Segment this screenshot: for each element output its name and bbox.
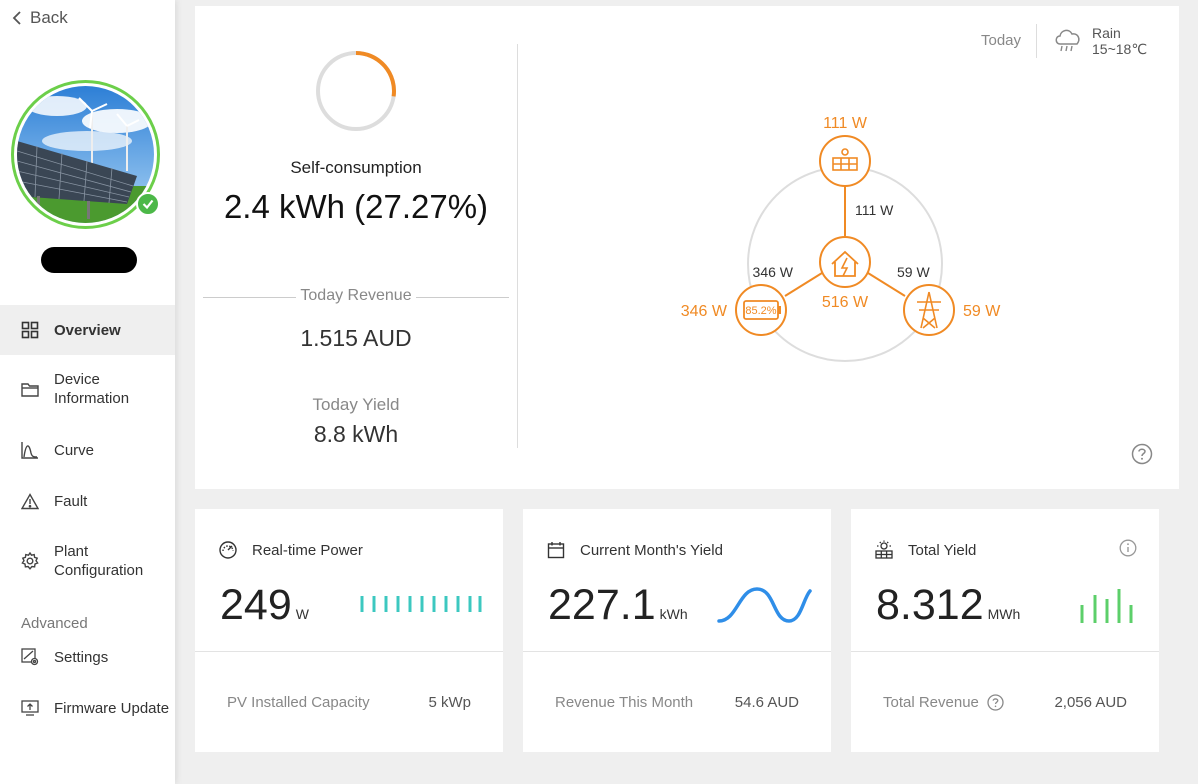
total-revenue-value: 2,056 AUD [1054,694,1127,711]
weather-info: Rain 15~18℃ [1092,25,1147,57]
gear-icon [20,551,40,571]
advanced-section-label: Advanced [21,615,88,632]
total-yield-sparkline [1080,589,1133,623]
month-revenue-label: Revenue This Month [555,694,694,711]
info-icon[interactable] [1119,539,1137,557]
realtime-power-title: Real-time Power [252,541,363,559]
today-yield-value: 8.8 kWh [313,421,399,447]
total-yield-title: Total Yield [908,541,977,559]
grid-power-label: 59 W [963,303,1001,320]
self-consumption-value: 2.4 kWh (27.27%) [223,188,489,225]
weather-condition: Rain [1092,25,1121,41]
sidebar: Back [0,0,175,784]
pv-capacity-value: 5 kWp [428,694,471,711]
back-label: Back [30,8,68,27]
battery-power-label: 346 W [681,303,728,320]
pv-node[interactable] [819,135,871,187]
today-revenue-value: 1.515 AUD [300,325,412,351]
home-node[interactable] [819,236,871,288]
sidebar-item-label: Curve [54,441,95,459]
month-yield-value: 227.1 kWh [548,581,688,629]
vertical-divider [517,44,518,448]
plant-avatar[interactable] [11,80,160,229]
gauge-icon [217,539,239,561]
battery-node[interactable]: 85.2% [735,284,787,336]
month-yield-sparkline [717,587,812,623]
sidebar-item-firmware-update[interactable]: Firmware Update [0,697,175,719]
sidebar-item-overview[interactable]: Overview [0,305,175,355]
grid-icon [20,320,40,340]
card-divider [851,651,1159,652]
home-load-label: 516 W [822,294,869,311]
today-yield-label: Today Yield [312,395,400,414]
sidebar-item-curve[interactable]: Curve [0,439,175,461]
month-yield-card: Current Month's Yield 227.1 kWh Revenue T… [523,509,831,752]
weather-day: Today [981,32,1022,49]
calendar-icon [545,539,567,561]
help-icon[interactable] [987,694,1004,711]
total-yield-value: 8.312 MWh [876,581,1021,629]
sun-panel-icon [873,539,895,561]
pv-to-home-label: 111 W [855,202,894,218]
plant-name-redacted [41,247,137,273]
self-consumption-ring [316,51,396,131]
battery-soc-label: 85.2% [745,305,776,317]
rain-cloud-icon [1055,29,1080,52]
sidebar-item-plant-configuration[interactable]: Plant Configuration [0,540,175,582]
sidebar-item-device-information[interactable]: Device Information [0,368,175,410]
total-yield-card: Total Yield 8.312 MWh Total Revenue 2,056… [851,509,1159,752]
sidebar-item-label: Firmware Update [54,699,170,717]
card-divider [195,651,503,652]
power-tower-icon [917,291,941,329]
realtime-sparkline [360,596,482,612]
chevron-left-icon [12,11,21,25]
upload-icon [20,698,40,718]
curve-icon [20,440,40,460]
energy-flow-diagram: 111 W 111 W 516 W 346 W 59 W 85.2% 346 W [681,115,1001,362]
settings-icon [20,647,40,667]
status-ok-icon [136,192,160,216]
overview-card: Self-consumption 2.4 kWh (27.27%) Today … [195,6,1179,489]
sidebar-item-label: Overview [54,321,121,339]
month-yield-title: Current Month's Yield [580,541,723,559]
pv-power-label: 111 W [823,115,868,132]
pv-capacity-label: PV Installed Capacity [227,694,370,711]
help-icon[interactable] [1131,443,1153,465]
grid-to-home-label: 59 W [897,264,930,280]
sidebar-item-settings[interactable]: Settings [0,646,175,668]
realtime-power-value: 249 W [220,581,309,629]
card-divider [523,651,831,652]
month-revenue-value: 54.6 AUD [734,694,799,711]
solar-farm-image [17,86,154,223]
sidebar-item-fault[interactable]: Fault [0,490,175,512]
realtime-power-card: Real-time Power 249 W PV Installed Capaci… [195,509,503,752]
sidebar-item-label: Settings [54,648,109,666]
folder-icon [20,379,40,399]
home-load-icon [831,250,859,277]
today-revenue-label: Today Revenue [195,287,517,305]
back-button[interactable]: Back [12,8,68,28]
battery-icon [743,300,781,320]
self-consumption-label: Self-consumption [290,158,422,177]
warning-icon [20,491,40,511]
weather-temperature: 15~18℃ [1092,41,1148,57]
weather-divider [1036,24,1037,58]
grid-node[interactable] [903,284,955,336]
solar-panel-icon [832,148,858,171]
sidebar-item-label: Plant Configuration [54,543,144,579]
sidebar-item-label: Fault [54,492,88,510]
battery-to-home-label: 346 W [753,264,794,280]
total-revenue-label: Total Revenue [883,694,1004,711]
sidebar-item-label: Device Information [54,371,130,407]
